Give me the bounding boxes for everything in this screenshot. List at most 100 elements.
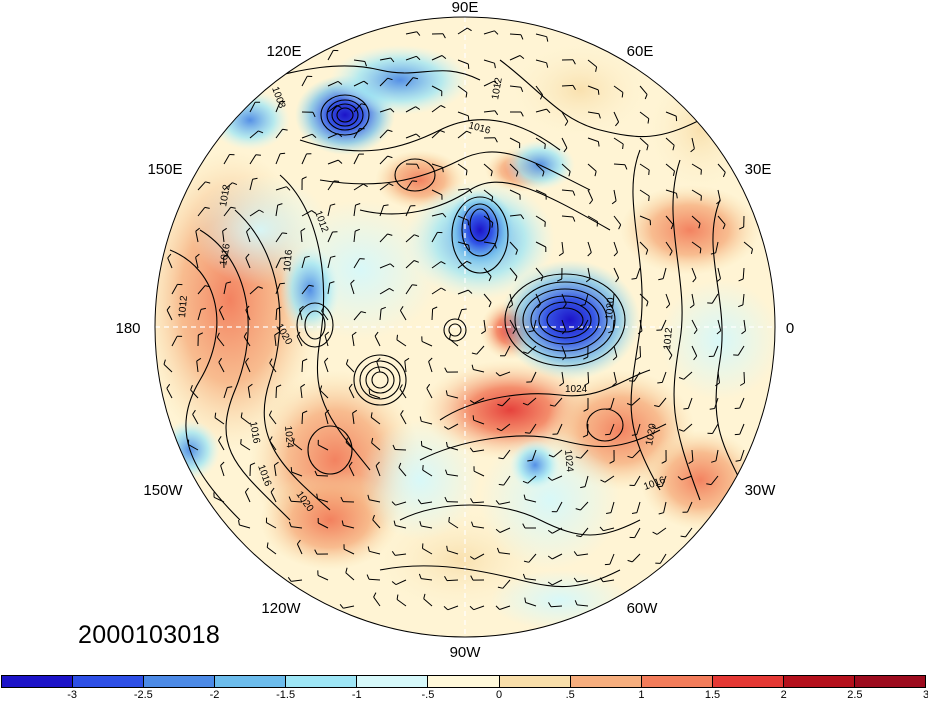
wind-barb (580, 449, 589, 459)
wind-barb-flag (598, 113, 601, 119)
wind-barb-flag (443, 606, 449, 611)
wind-barb (665, 163, 675, 172)
wind-barb (499, 371, 511, 377)
wind-barb-flag (548, 454, 554, 458)
wind-barb-flag (559, 382, 564, 387)
wind-barb (483, 267, 492, 277)
wind-barb-flag (471, 352, 477, 355)
wind-barb-flag (227, 386, 233, 388)
wind-barb (345, 442, 355, 451)
wind-barb (635, 267, 641, 279)
wind-barb-flag (573, 551, 578, 556)
wind-barb-flag (523, 560, 529, 563)
wind-barb (742, 293, 745, 305)
wind-barb-flag (520, 87, 524, 92)
wind-barb (296, 335, 303, 347)
wind-barb (504, 345, 511, 357)
wind-barb (343, 548, 355, 555)
wind-barb-flag (396, 594, 399, 600)
wind-barb (222, 231, 225, 243)
wind-barb (561, 137, 568, 149)
wind-barb (244, 491, 251, 503)
wind-barb (500, 423, 511, 432)
wind-barb-flag (329, 281, 335, 284)
wind-barb (373, 596, 381, 607)
wind-barb (431, 105, 442, 113)
wind-barb-flag (163, 359, 166, 365)
wind-barb-flag (324, 357, 329, 362)
wind-barb-flag (416, 55, 421, 61)
wind-barb (535, 215, 546, 223)
wind-barb-flag (605, 433, 611, 436)
wind-barb-flag (393, 520, 396, 526)
wind-barb-flag (288, 521, 292, 527)
wind-barb (376, 361, 381, 373)
wind-barb-flag (465, 170, 468, 176)
wind-barb (691, 293, 695, 305)
wind-barb-flag (428, 357, 433, 362)
wind-barb (483, 163, 493, 172)
wind-barb (535, 241, 547, 248)
wind-barb (587, 189, 594, 201)
wind-barb-flag (282, 128, 288, 131)
wind-barb-flag (548, 602, 552, 607)
wind-barb (431, 163, 443, 168)
wind-barb-flag (366, 574, 370, 580)
wind-barb (499, 552, 511, 555)
wind-barb (396, 339, 407, 347)
wind-barb-flag (468, 188, 473, 194)
colorbar-box (286, 676, 358, 687)
wind-barb (166, 388, 173, 399)
wind-barb-flag (564, 121, 569, 126)
wind-barb (275, 386, 277, 399)
wind-barb (218, 309, 225, 321)
wind-barb (457, 260, 468, 269)
wind-barb-flag (470, 498, 474, 503)
wind-barb (665, 189, 677, 194)
wind-barb (405, 31, 417, 35)
wind-barb (473, 470, 485, 477)
wind-barb (472, 501, 485, 504)
wind-barb (613, 137, 624, 145)
wind-barb (499, 501, 511, 505)
wind-barb-flag (648, 169, 650, 175)
wind-barb-flag (316, 493, 318, 499)
colorbar-tick-label: 1 (638, 689, 645, 701)
wind-barb (717, 371, 720, 383)
wind-barb (527, 345, 537, 354)
wind-barb-flag (624, 164, 628, 170)
wind-barb (483, 59, 495, 64)
wind-barb-flag (336, 104, 342, 109)
wind-barb-flag (279, 282, 285, 285)
wind-barb-flag (232, 182, 238, 186)
contour-label: 1016 (218, 242, 233, 266)
contour-labels: 1008 1012 1016 1016 1016 1012 1012 1016 … (177, 76, 675, 514)
wind-barb (274, 335, 277, 347)
wind-barb (249, 179, 254, 191)
wind-barb-flag (205, 181, 211, 184)
wind-barb-flag (252, 177, 258, 180)
wind-barb-flag (269, 358, 273, 364)
wind-barb-flag (491, 196, 494, 202)
wind-barb-flag (587, 252, 592, 257)
wind-barb-flag (355, 228, 360, 232)
wind-barb (535, 189, 547, 196)
wind-barb (551, 553, 563, 560)
contour-label: 1016 (247, 421, 262, 445)
wind-barb-flag (710, 252, 716, 255)
wind-barb (691, 163, 702, 171)
wind-barb (223, 387, 228, 399)
wind-barb (665, 111, 677, 117)
wind-barb-flag (243, 332, 248, 337)
wind-barb (275, 257, 282, 269)
wind-barb (457, 111, 469, 117)
wind-barb (348, 387, 355, 399)
wind-barb-flag (415, 106, 421, 110)
map-boundary (154, 16, 776, 638)
wind-barb-flag (196, 357, 202, 362)
wind-barb (249, 130, 259, 139)
wind-barb (218, 362, 225, 373)
wind-barb (343, 524, 355, 529)
wind-barb-flag (496, 428, 502, 432)
wind-barb (171, 336, 178, 347)
